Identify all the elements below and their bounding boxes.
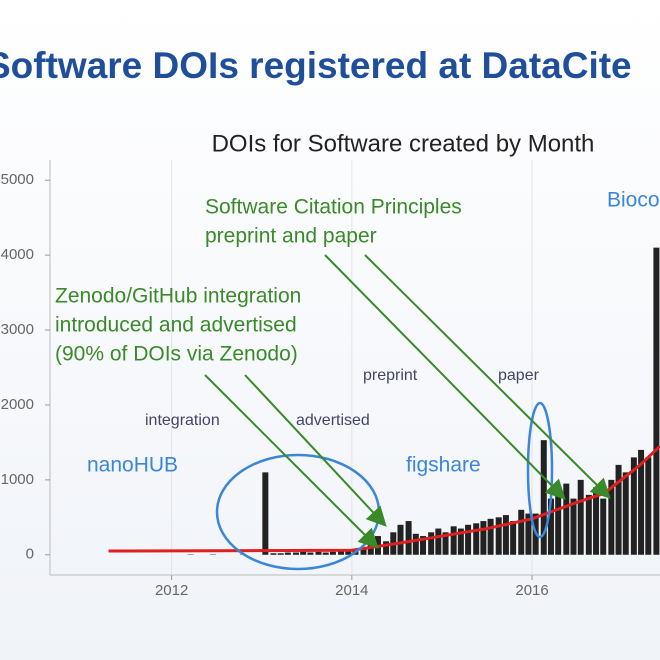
bar <box>270 553 277 555</box>
bar <box>300 551 307 555</box>
annotation: paper <box>498 367 540 384</box>
bar <box>510 521 517 555</box>
bar <box>480 521 487 555</box>
annotations: Software Citation Principles preprint and… <box>55 189 660 571</box>
bar <box>570 498 577 555</box>
bar <box>615 464 622 555</box>
trend-line <box>108 445 660 553</box>
bar <box>360 547 367 555</box>
bar <box>502 515 509 555</box>
bar <box>608 479 615 555</box>
y-tick-label: 1000 <box>1 471 34 488</box>
bar <box>277 553 284 555</box>
bar <box>473 523 480 555</box>
bar <box>638 449 645 555</box>
bar <box>397 524 404 555</box>
annotation: figshare <box>406 454 481 477</box>
bar <box>563 483 570 555</box>
bar <box>322 552 329 555</box>
y-tick-label: 3000 <box>1 321 34 338</box>
highlight-ellipse <box>526 401 554 539</box>
bar <box>653 247 660 555</box>
slide-title: Software DOIs registered at DataCite <box>0 45 632 86</box>
bar <box>420 536 427 555</box>
annotation: integration <box>145 412 220 429</box>
y-tick-label: 5000 <box>1 171 34 188</box>
bar <box>547 498 554 555</box>
bar <box>577 479 584 555</box>
annotation: Software Citation Principles <box>205 196 462 219</box>
annotation: preprint and paper <box>205 225 377 248</box>
bar <box>412 533 419 555</box>
bar <box>465 524 472 555</box>
bar <box>345 550 352 555</box>
bar <box>585 494 592 555</box>
annotation: Zenodo/GitHub integration <box>55 285 301 308</box>
arrow <box>244 374 387 527</box>
bar <box>593 487 600 555</box>
bar <box>555 494 562 555</box>
bar <box>600 498 607 555</box>
bar <box>262 472 269 555</box>
bar <box>329 551 336 555</box>
bar <box>645 457 652 555</box>
bar <box>540 440 547 555</box>
bar <box>630 457 637 555</box>
bar <box>622 472 629 555</box>
y-tick-label: 2000 <box>1 396 34 413</box>
x-tick-label: 2016 <box>515 582 548 599</box>
bar <box>292 552 299 555</box>
x-tick-label: 2014 <box>335 582 368 599</box>
y-tick-label: 0 <box>26 546 34 563</box>
bar <box>518 509 525 555</box>
arrow <box>204 374 379 549</box>
bar <box>495 517 502 555</box>
annotation: preprint <box>363 367 418 384</box>
annotation: (90% of DOIs via Zenodo) <box>55 343 298 366</box>
bar <box>338 551 345 555</box>
annotation: nanoHUB <box>87 454 178 477</box>
bar <box>442 532 449 555</box>
bar <box>457 528 464 555</box>
bar <box>487 518 494 555</box>
chart-title: DOIs for Software created by Month <box>212 130 595 157</box>
annotation: introduced and advertised <box>55 314 297 337</box>
y-tick-label: 4000 <box>1 246 34 263</box>
bar <box>315 551 322 555</box>
bar <box>525 513 532 555</box>
bar <box>383 541 390 555</box>
bar <box>405 521 412 555</box>
x-tick-label: 2012 <box>155 582 188 599</box>
annotation: advertised <box>296 412 370 429</box>
bar <box>307 552 314 555</box>
bar <box>367 543 374 555</box>
arrow <box>364 254 611 499</box>
bar <box>428 532 435 555</box>
arrow <box>324 254 566 500</box>
annotation: Bioconductor <box>607 189 660 212</box>
bar <box>284 552 291 555</box>
bar <box>435 528 442 555</box>
bar <box>450 526 457 555</box>
